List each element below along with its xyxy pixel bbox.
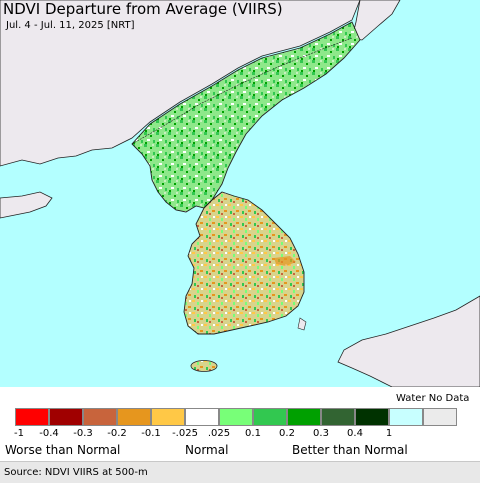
map-canvas	[0, 0, 480, 387]
legend-tick-label: 0.3	[313, 428, 329, 439]
korea-dmz-boundary	[203, 191, 223, 209]
japan-landmass	[337, 295, 480, 387]
source-credit: Source: NDVI VIIRS at 500-m	[4, 467, 148, 478]
legend-swatch-8	[287, 408, 321, 426]
jeju-island[interactable]	[190, 360, 218, 372]
legend-swatch-12	[423, 408, 457, 426]
legend: Water No Data -1 -0.4 -0.3 -0.2 -0.1 -.025 .02…	[0, 388, 480, 460]
legend-swatch-2	[83, 408, 117, 426]
russia-landmass	[351, 0, 401, 41]
legend-swatch-10	[355, 408, 389, 426]
map-panel[interactable]: NDVI Departure from Average (VIIRS) Jul.…	[0, 0, 480, 387]
legend-tick-label: 0.2	[279, 428, 295, 439]
legend-swatch-9	[321, 408, 355, 426]
china-landmass	[0, 0, 361, 167]
legend-tick-label: -.025	[172, 428, 198, 439]
legend-swatch-5	[185, 408, 219, 426]
north-korea[interactable]	[131, 21, 361, 213]
legend-tick-label: .025	[207, 428, 231, 439]
water-no-data-label: Water No Data	[396, 393, 470, 404]
legend-swatch-1	[49, 408, 83, 426]
legend-better-label: Better than Normal	[292, 443, 408, 457]
legend-tick-label: -0.2	[107, 428, 127, 439]
tsushima-island	[297, 317, 307, 331]
south-korea[interactable]	[183, 191, 305, 335]
north-korea-china-border	[131, 37, 353, 145]
map-subtitle: Jul. 4 - Jul. 11, 2025 [NRT]	[6, 20, 135, 31]
legend-tick-label: 0.1	[245, 428, 261, 439]
footer: Source: NDVI VIIRS at 500-m	[0, 461, 480, 483]
legend-tick-label: -0.1	[141, 428, 161, 439]
legend-swatch-11	[389, 408, 423, 426]
legend-tick-label: -0.4	[39, 428, 59, 439]
legend-tick-label: 0.4	[347, 428, 363, 439]
legend-swatch-7	[253, 408, 287, 426]
legend-normal-label: Normal	[185, 443, 229, 457]
legend-swatch-0	[15, 408, 49, 426]
legend-tick-label: 1	[385, 428, 393, 439]
legend-swatch-3	[117, 408, 151, 426]
map-title: NDVI Departure from Average (VIIRS)	[3, 0, 283, 18]
south-korea-hotspot	[274, 256, 296, 266]
legend-swatch-6	[219, 408, 253, 426]
legend-tick-label: -1	[14, 428, 24, 439]
shandong-peninsula	[0, 191, 53, 219]
legend-swatch-4	[151, 408, 185, 426]
legend-tick-label: -0.3	[73, 428, 93, 439]
legend-worse-label: Worse than Normal	[5, 443, 121, 457]
